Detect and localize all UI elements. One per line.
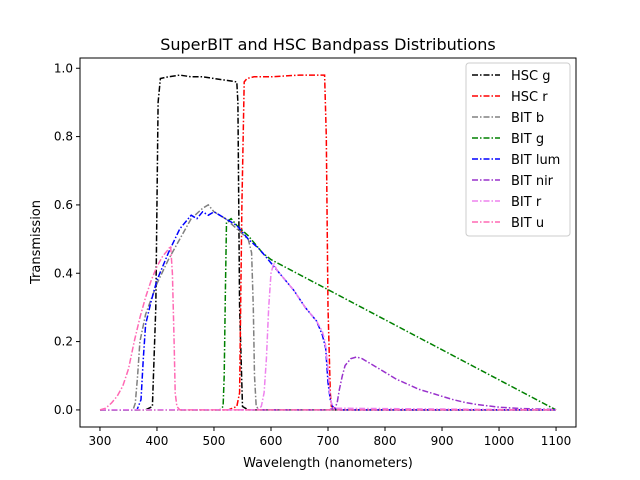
x-axis-label: Wavelength (nanometers) (243, 456, 413, 471)
x-tick-label: 600 (260, 434, 283, 448)
legend-label: BIT g (511, 132, 544, 147)
chart-title: SuperBIT and HSC Bandpass Distributions (160, 35, 496, 54)
legend: HSC g HSC r BIT b BIT g BIT lum BIT nir BIT r B… (465, 62, 571, 237)
legend-label: HSC g (511, 69, 551, 84)
y-axis-label: Transmission (29, 200, 44, 285)
legend-label: BIT nir (511, 174, 554, 189)
x-tick-label: 800 (374, 434, 397, 448)
series-line-4 (100, 210, 556, 411)
legend-label: HSC r (511, 90, 548, 105)
series-line-2 (100, 203, 556, 411)
y-tick-label: 0.0 (54, 403, 73, 417)
legend-label: BIT b (511, 111, 544, 126)
x-axis-ticks: 300 400 500 600 700 800 900 1000 1100 (89, 427, 572, 448)
y-tick-label: 1.0 (54, 61, 73, 75)
series-layer (99, 74, 557, 411)
series-line-5 (100, 356, 557, 411)
x-tick-label: 500 (203, 434, 226, 448)
y-tick-label: 0.4 (54, 266, 73, 280)
x-tick-label: 700 (317, 434, 340, 448)
legend-label: BIT r (511, 195, 542, 210)
y-axis-ticks: 0.0 0.2 0.4 0.6 0.8 1.0 (54, 61, 80, 417)
x-tick-label: 1000 (484, 434, 515, 448)
legend-label: BIT lum (511, 153, 560, 168)
legend-label: BIT u (511, 216, 544, 231)
y-tick-label: 0.6 (54, 198, 73, 212)
x-tick-label: 400 (146, 434, 169, 448)
y-tick-label: 0.2 (54, 335, 73, 349)
x-tick-label: 900 (431, 434, 454, 448)
x-tick-label: 1100 (541, 434, 572, 448)
x-tick-label: 300 (89, 434, 112, 448)
y-tick-label: 0.8 (54, 130, 73, 144)
series-line-6 (100, 260, 557, 411)
series-line-7 (99, 243, 556, 411)
series-line-0 (100, 74, 556, 411)
legend-box (465, 62, 571, 237)
series-line-1 (100, 74, 556, 411)
